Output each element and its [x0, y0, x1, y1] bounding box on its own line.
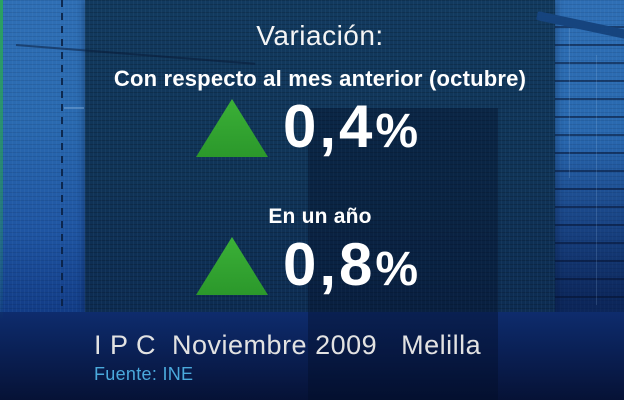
- yearly-value-number: 0,8: [283, 231, 376, 298]
- footer-source: Fuente: INE: [94, 364, 194, 384]
- monthly-value-number: 0,4: [283, 93, 376, 160]
- right-vertical-line: [569, 28, 570, 178]
- monthly-variation-value: 0,4%: [283, 97, 418, 162]
- right-vertical-line: [596, 55, 597, 305]
- footer-title: I P C Noviembre 2009 Melilla: [94, 330, 482, 360]
- page-title: Variación:: [256, 20, 384, 51]
- yearly-variation-value: 0,8%: [283, 235, 418, 300]
- center-panel: [85, 0, 555, 314]
- right-dashed-texture: [555, 26, 624, 312]
- left-light-dash: [64, 107, 84, 109]
- panel-inner-shade: [308, 108, 498, 400]
- caption-band: [0, 312, 624, 400]
- dashed-vertical-line: [61, 0, 63, 312]
- left-green-edge: [0, 0, 3, 320]
- monthly-variation-label: Con respecto al mes anterior (octubre): [113, 66, 527, 91]
- yearly-variation-label: En un año: [268, 205, 372, 228]
- percent-sign: %: [375, 243, 419, 296]
- percent-sign: %: [375, 105, 419, 158]
